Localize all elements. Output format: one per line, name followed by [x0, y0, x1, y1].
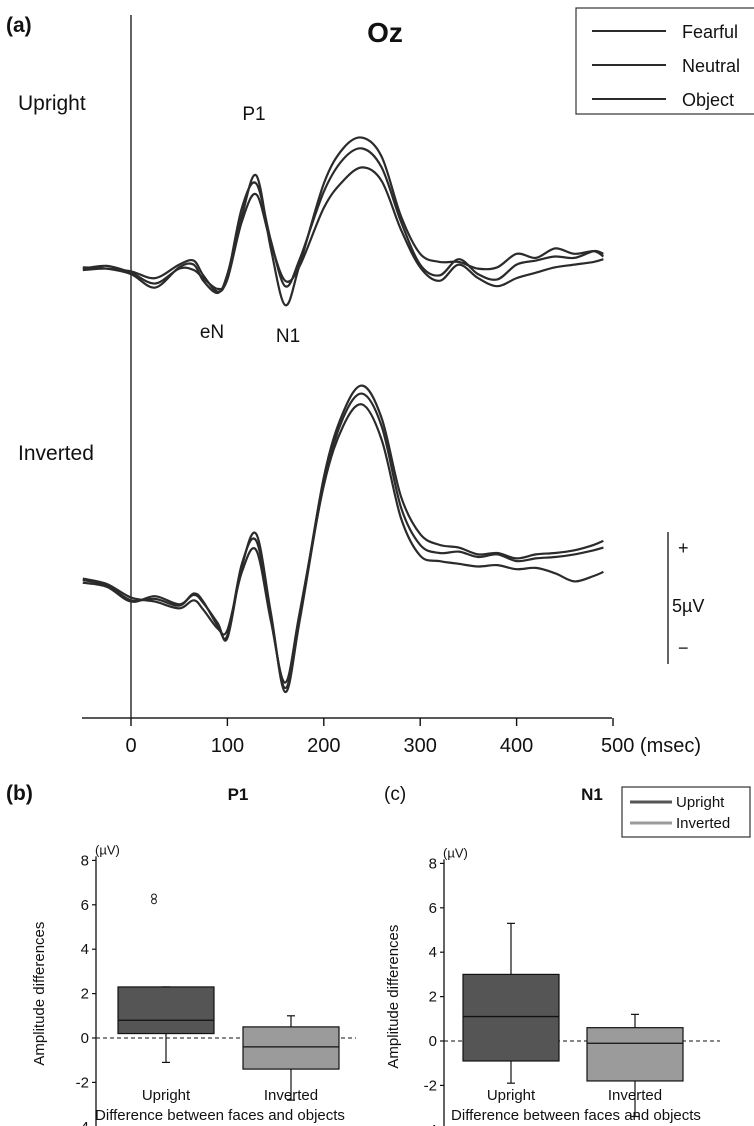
legend-entry-upright: Upright	[676, 794, 725, 811]
category-label: Upright	[487, 1087, 536, 1104]
box-panel-title: N1	[581, 785, 603, 804]
y-axis-label: Amplitude differences	[385, 925, 402, 1069]
scale-bar-plus: +	[678, 538, 689, 558]
outlier-marker	[151, 893, 157, 900]
legend-entry-fearful: Fearful	[682, 22, 738, 42]
trace-upright-object	[82, 166, 604, 291]
y-tick-label: 0	[81, 1030, 89, 1047]
box-upright	[117, 986, 215, 1035]
legend-entry-inverted: Inverted	[676, 815, 730, 832]
x-tick-label: 200	[307, 735, 340, 757]
upright-subpanel-label: Upright	[18, 92, 86, 115]
y-tick-label: 6	[81, 897, 89, 914]
y-axis-label: Amplitude differences	[31, 922, 48, 1066]
y-tick-label: 6	[429, 900, 437, 917]
category-label: Upright	[142, 1087, 191, 1104]
y-tick-label: 2	[81, 986, 89, 1003]
erp-legend-box	[575, 7, 754, 115]
y-tick-label: -4	[424, 1122, 437, 1126]
panel-a-label: (a)	[6, 14, 32, 37]
category-label: Inverted	[608, 1087, 662, 1104]
erp-panel: (a) Oz Upright Inverted Fearful Neutral …	[6, 7, 754, 757]
y-unit-label: (µV)	[443, 845, 468, 860]
x-tick-label: 100	[211, 735, 244, 757]
n1-box-panel: (c) Upright Inverted 8 6 4 2 0 -2 -4 (µV) N1 Ampl…	[384, 784, 751, 1126]
x-axis-label: Difference between faces and objects	[451, 1107, 701, 1124]
n1-peak-label: N1	[276, 326, 300, 347]
box-inverted	[242, 1026, 340, 1070]
category-label: Inverted	[264, 1087, 318, 1104]
outlier-marker	[151, 898, 157, 905]
box-legend: Upright Inverted	[621, 786, 751, 838]
trace-inverted-neutral	[82, 392, 604, 694]
erp-title: Oz	[367, 17, 403, 48]
y-tick-label: -4	[76, 1119, 89, 1126]
y-unit-label: (µV)	[95, 842, 120, 857]
scale-bar: + 5µV −	[667, 532, 704, 664]
y-tick-label: -2	[76, 1074, 89, 1091]
y-tick-label: 0	[429, 1033, 437, 1050]
panel-c-label: (c)	[384, 784, 406, 805]
erp-traces	[82, 136, 605, 694]
inverted-subpanel-label: Inverted	[18, 442, 94, 465]
scale-bar-label: 5µV	[672, 596, 704, 616]
y-tick-label: -2	[424, 1077, 437, 1094]
trace-inverted-fearful	[82, 384, 604, 690]
box-upright	[462, 973, 560, 1062]
p1-box-panel: (b) 8 6 4 2 0 -2 -4 (µV) P1 Amplitude differences…	[6, 782, 356, 1126]
x-tick-label: 300	[404, 735, 437, 757]
scale-bar-minus: −	[678, 638, 689, 658]
y-tick-label: 8	[429, 855, 437, 872]
box-inverted	[586, 1027, 684, 1082]
x-tick-label: 0	[125, 735, 136, 757]
y-tick-label: 8	[81, 852, 89, 869]
x-tick-label: 400	[500, 735, 533, 757]
y-tick-label: 4	[81, 941, 89, 958]
p1-peak-label: P1	[242, 104, 265, 125]
y-tick-label: 2	[429, 989, 437, 1006]
box-legend-frame	[621, 786, 751, 838]
y-tick-label: 4	[429, 944, 437, 961]
panel-b-label: (b)	[6, 782, 33, 805]
erp-legend: Fearful Neutral Object	[575, 7, 754, 115]
legend-entry-neutral: Neutral	[682, 56, 740, 76]
legend-entry-object: Object	[682, 90, 734, 110]
trace-upright-fearful	[82, 136, 605, 307]
erp-x-ticks: 0 100 200 300 400 500 (msec)	[125, 718, 701, 757]
x-axis-label: Difference between faces and objects	[95, 1107, 345, 1124]
trace-inverted-object	[82, 403, 604, 684]
trace-upright-neutral	[82, 147, 604, 293]
x-tick-label: 500 (msec)	[601, 735, 701, 757]
box-panel-title: P1	[228, 785, 249, 804]
en-peak-label: eN	[200, 322, 224, 343]
